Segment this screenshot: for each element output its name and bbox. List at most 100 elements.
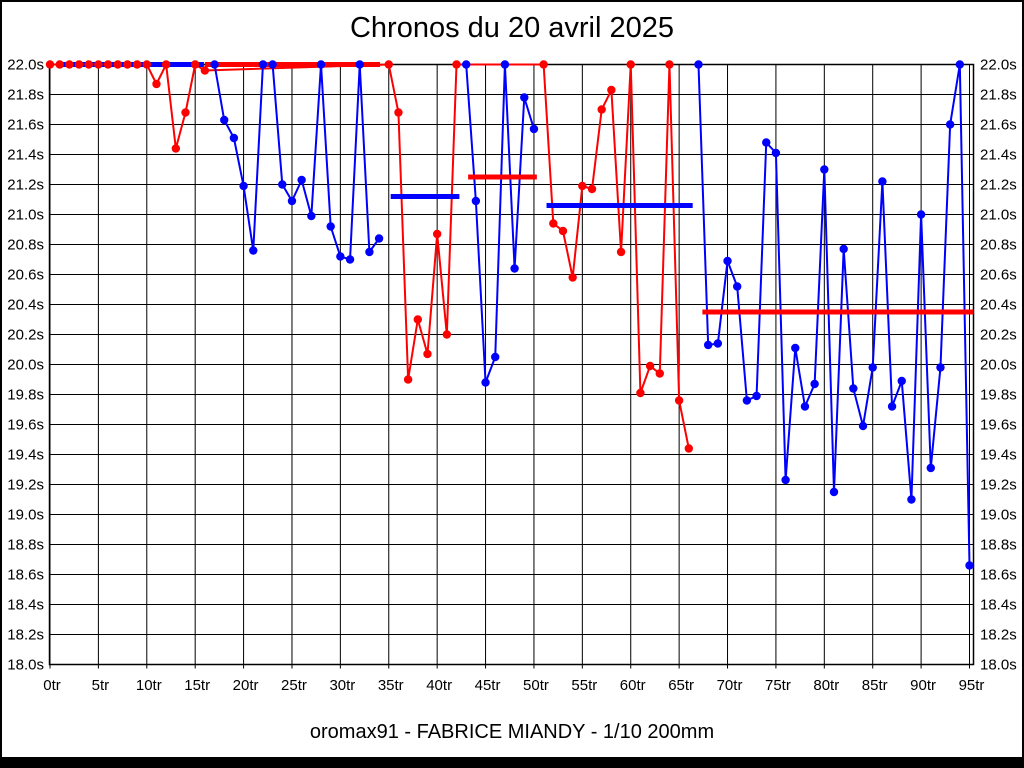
y-axis-label-right: 20.2s [980,327,1017,344]
data-point-blue-laps [965,561,974,570]
y-axis-label-right: 21.8s [980,87,1017,104]
data-point-blue-laps [713,339,723,348]
data-point-red-laps [55,60,64,69]
y-axis-label-right: 19.0s [980,507,1017,524]
data-point-red-laps [181,108,190,117]
x-axis-label: 5tr [92,677,110,694]
data-point-red-laps [578,181,587,191]
y-axis-label-left: 20.2s [7,327,44,344]
data-point-red-laps [597,105,606,114]
data-point-red-laps [394,108,403,117]
data-point-red-laps [74,60,84,69]
data-point-red-laps [113,60,122,69]
x-axis-label: 20tr [233,677,259,694]
data-point-blue-laps [791,343,800,353]
x-axis-label: 55tr [571,677,597,694]
data-point-red-laps [45,60,55,69]
series-line-blue-laps [213,63,380,261]
x-axis-label: 95tr [959,677,985,694]
data-point-blue-laps [897,376,906,386]
y-axis-label-left: 21.8s [7,87,44,104]
data-point-red-laps [558,226,568,236]
data-point-blue-laps [810,379,819,389]
x-axis-label: 45tr [475,677,501,694]
data-point-blue-laps [926,463,935,473]
y-axis-label-left: 19.4s [7,447,44,464]
data-point-red-laps [616,247,626,257]
data-point-blue-laps [916,210,926,219]
data-point-blue-laps [694,60,703,69]
x-axis-label: 75tr [765,677,791,694]
y-axis-label-right: 20.0s [980,357,1017,374]
data-point-blue-laps [878,177,887,186]
y-axis-label-left: 21.0s [7,207,44,224]
y-axis-label-left: 19.0s [7,507,44,524]
y-axis-label-left: 18.4s [7,597,44,614]
data-point-blue-laps [374,234,384,243]
y-axis-label-right: 21.4s [980,147,1017,164]
data-point-blue-laps [762,138,771,147]
x-axis-label: 80tr [813,677,839,694]
data-point-red-laps [171,144,181,153]
data-point-blue-laps [520,93,529,102]
data-point-blue-laps [752,391,761,401]
data-point-blue-laps [336,252,345,261]
data-point-blue-laps [355,60,364,69]
data-point-blue-laps [326,222,335,231]
data-point-red-laps [65,60,74,69]
data-point-red-laps [626,60,635,69]
data-point-blue-laps [220,115,229,125]
y-axis-label-right: 18.4s [980,597,1017,614]
data-point-red-laps [665,60,674,69]
x-axis-label: 0tr [43,677,61,694]
data-point-blue-laps [839,244,848,254]
data-point-blue-laps [210,60,219,69]
y-axis-label-left: 20.0s [7,357,44,374]
x-axis-label: 10tr [136,677,162,694]
data-point-red-laps [94,60,103,69]
y-axis-label-left: 20.8s [7,237,44,254]
data-point-blue-laps [316,60,326,69]
x-axis-label: 85tr [862,677,888,694]
y-axis-label-right: 19.4s [980,447,1017,464]
y-axis-label-right: 18.8s [980,537,1017,554]
data-point-blue-laps [268,60,277,69]
data-point-blue-laps [461,60,471,69]
y-axis-label-left: 20.4s [7,297,44,314]
y-axis-label-right: 19.8s [980,387,1017,404]
data-point-blue-laps [703,340,713,350]
y-axis-label-left: 21.6s [7,117,44,134]
x-axis-label: 70tr [717,677,743,694]
y-axis-label-left: 18.6s [7,567,44,584]
data-point-blue-laps [849,384,858,393]
data-point-blue-laps [239,181,248,191]
data-point-red-laps [636,388,645,398]
data-point-red-laps [549,219,558,228]
y-axis-label-right: 19.2s [980,477,1017,494]
y-axis-label-left: 19.8s [7,387,44,404]
data-point-red-laps [161,60,171,69]
data-point-blue-laps [936,363,945,372]
data-point-blue-laps [345,255,355,264]
y-axis-label-left: 21.2s [7,177,44,194]
chart-footer: oromax91 - FABRICE MIANDY - 1/10 200mm [309,721,715,743]
y-axis-label-right: 21.2s [980,177,1017,194]
data-point-blue-laps [829,487,839,497]
bottom-black-bar [0,757,1024,768]
data-point-blue-laps [297,175,306,185]
x-axis-label: 90tr [910,677,936,694]
data-point-blue-laps [858,421,868,431]
y-axis-label-left: 22.0s [7,57,44,74]
data-point-red-laps [103,60,113,69]
data-point-blue-laps [887,402,897,411]
x-axis-label: 30tr [329,677,355,694]
data-point-blue-laps [742,396,752,405]
data-point-blue-laps [491,352,500,362]
data-point-red-laps [432,229,442,239]
data-point-red-laps [607,85,616,95]
data-point-blue-laps [510,264,519,273]
data-point-red-laps [142,60,151,69]
data-point-blue-laps [278,180,287,189]
y-axis-label-right: 20.8s [980,237,1017,254]
data-point-blue-laps [733,282,742,291]
